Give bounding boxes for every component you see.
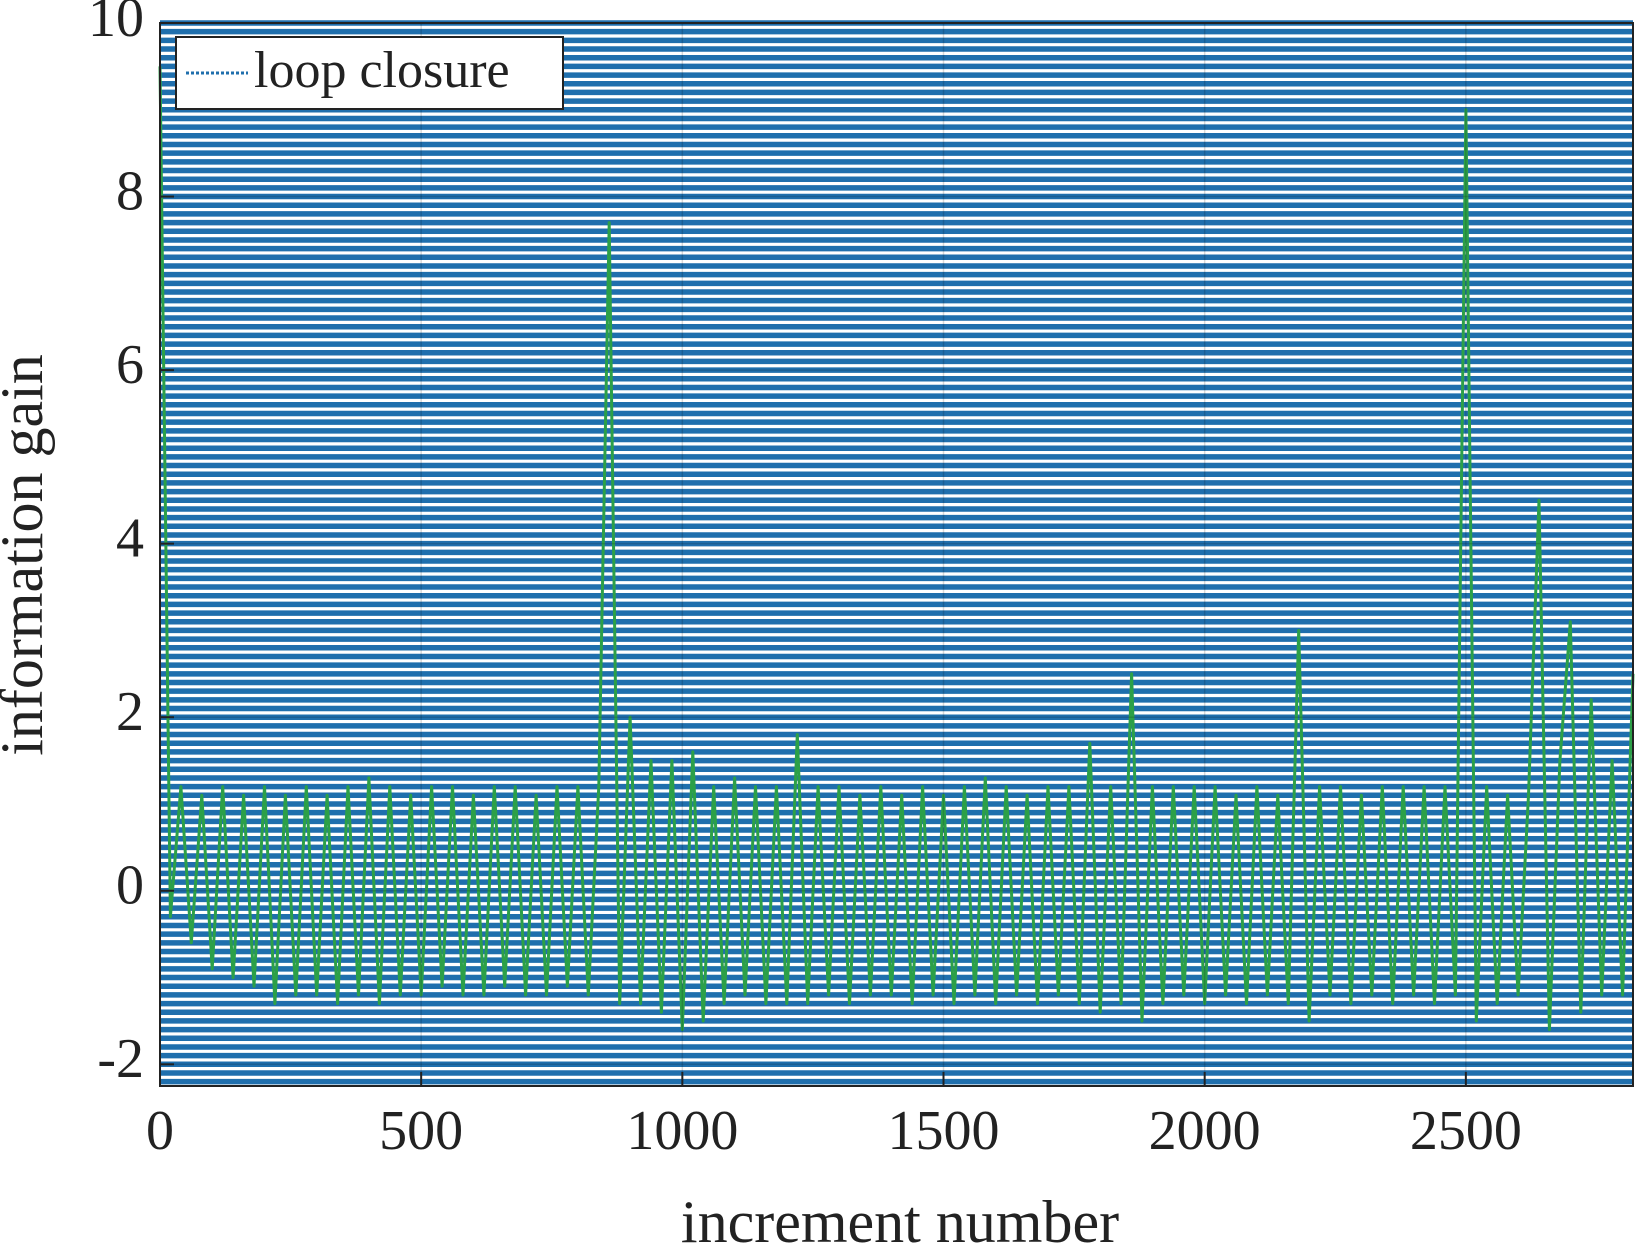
y-tick-label: 6 [116, 334, 144, 396]
x-tick-label: 0 [146, 1100, 174, 1162]
y-tick-label: -2 [97, 1028, 144, 1090]
x-tick-label: 500 [379, 1100, 463, 1162]
x-tick-label: 2000 [1149, 1100, 1261, 1162]
x-tick-label: 1500 [888, 1100, 1000, 1162]
x-axis-label: increment number [681, 1189, 1119, 1255]
y-axis-label: information gain [0, 354, 55, 756]
x-tick-label: 1000 [626, 1100, 738, 1162]
y-tick-label: 0 [116, 855, 144, 917]
series-line [158, 66, 1635, 1032]
y-tick-label: 2 [116, 681, 144, 743]
legend-label: loop closure [254, 42, 510, 99]
y-tick-label: 10 [88, 0, 144, 49]
y-tick-label: 8 [116, 160, 144, 222]
legend-box [175, 36, 564, 110]
axes-frame [159, 22, 1634, 1087]
y-tick-label: 4 [116, 507, 144, 569]
x-tick-label: 2500 [1410, 1100, 1522, 1162]
